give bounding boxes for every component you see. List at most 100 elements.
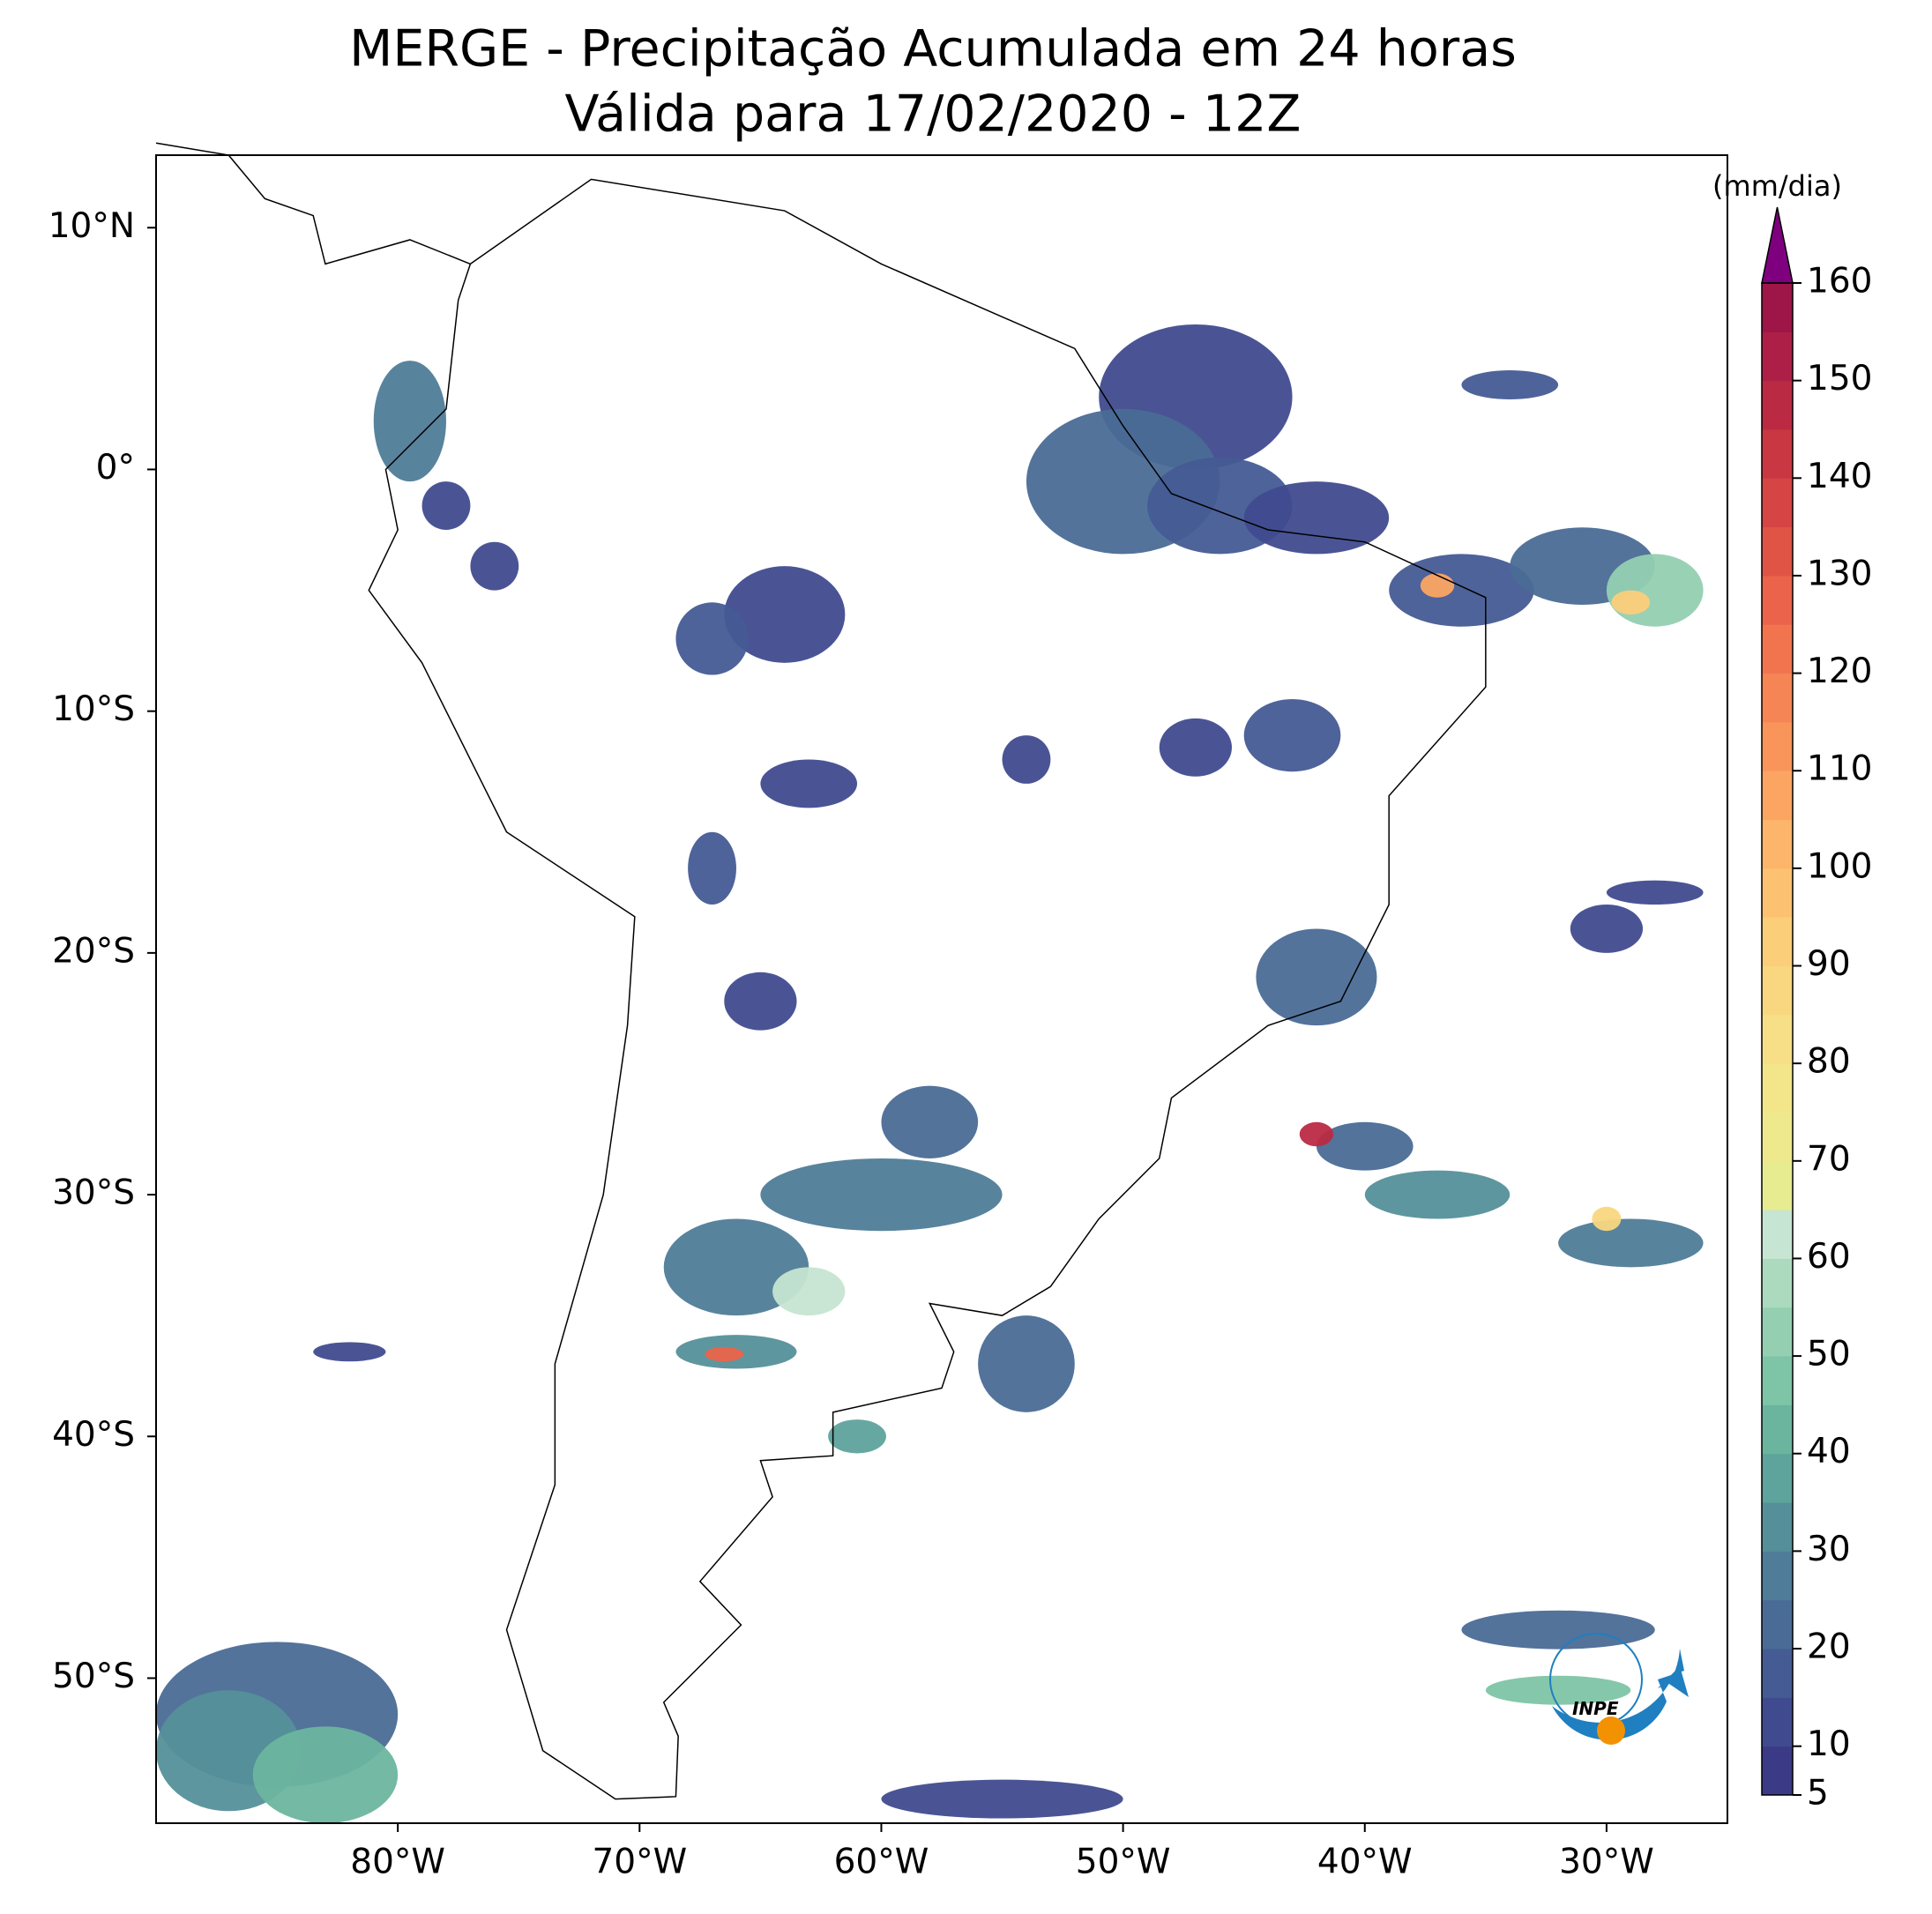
y-tick-label: 50°S [52,1657,135,1696]
colorbar-tick-label: 30 [1807,1530,1851,1569]
colorbar-tick-label: 100 [1807,846,1872,886]
precip-area [881,1085,979,1158]
logo: INPE [1549,1633,1689,1745]
colorbar-frame [1761,282,1794,1796]
logo-arrow [1658,1666,1689,1697]
colorbar-band [1762,917,1793,967]
precip-area [1485,1675,1631,1705]
precip-area [1364,1170,1511,1219]
precip-area [1606,554,1704,627]
precip-area [1570,905,1644,953]
precip-area [252,1726,399,1823]
precip-area [724,566,846,663]
y-tick-label: 0° [96,448,135,488]
precip-area [663,1218,809,1316]
precip-area [1461,370,1559,399]
colorbar-band [1762,721,1793,771]
colorbar-band [1762,1502,1793,1552]
colorbar-band [1762,868,1793,918]
precip-area [1461,1610,1655,1650]
precip-area [828,1419,886,1454]
precip-area [313,1342,386,1362]
colorbar-band [1762,1307,1793,1357]
precip-area [772,1267,846,1316]
precip-area [1420,573,1455,598]
precip-area [1611,590,1651,614]
colorbar-tick-label: 110 [1807,749,1872,789]
colorbar-tick-label: 40 [1807,1432,1851,1471]
colorbar-band [1762,1453,1793,1503]
colorbar-band [1762,526,1793,577]
colorbar-tick-label: 80 [1807,1042,1851,1082]
colorbar-band [1762,673,1793,723]
precip-area [705,1346,744,1362]
x-tick-label: 80°W [350,1843,445,1882]
colorbar-tick-label: 150 [1807,359,1872,398]
colorbar-tick-label: 130 [1807,554,1872,593]
colorbar-unit: (mm/dia) [1712,169,1842,203]
precip-area [1299,1121,1334,1147]
colorbar-tick-label: 20 [1807,1627,1851,1667]
logo-text: INPE [1572,1698,1619,1719]
colorbar-band [1762,1112,1793,1162]
precip-area [1389,554,1534,627]
colorbar-tick-label: 5 [1807,1774,1829,1813]
precip-area [1316,1121,1414,1171]
precip-area [421,481,471,531]
y-tick-label: 20°S [52,931,135,971]
colorbar-band [1762,1210,1793,1259]
precip-area [1558,1218,1704,1268]
colorbar-band [1762,380,1793,430]
colorbar-tick-label: 90 [1807,944,1851,984]
precip-area [1243,481,1390,555]
title: MERGE - Precipitação Acumulada em 24 hor… [349,20,1517,78]
colorbar-tick-label: 120 [1807,652,1872,691]
precip-area [1002,735,1051,784]
y-tick-label: 10°S [52,689,135,729]
colorbar-band [1762,819,1793,869]
precip-area [1606,880,1704,905]
x-tick-label: 50°W [1076,1843,1171,1882]
precip-area [724,972,797,1031]
precip-area [688,831,736,905]
precip-area [881,1779,1123,1819]
y-tick-label: 30°S [52,1173,135,1213]
precip-area [978,1315,1075,1412]
y-tick-label: 10°N [48,206,135,246]
y-tick-label: 40°S [52,1415,135,1455]
colorbar-band [1762,1697,1793,1747]
colorbar-band [1762,771,1793,821]
logo-ring [1549,1633,1643,1726]
precip-area [1256,928,1377,1026]
logo-arc [1552,1649,1684,1740]
colorbar-band [1762,1599,1793,1650]
colorbar-band [1762,1160,1793,1210]
precip-area [470,541,519,591]
map-frame [155,154,1728,1824]
colorbar-tick-label: 60 [1807,1237,1851,1277]
colorbar-band [1762,1258,1793,1308]
colorbar-band [1762,624,1793,674]
colorbar-band [1762,1746,1793,1796]
precip-area [1592,1206,1622,1232]
colorbar-band [1762,575,1793,625]
x-tick-label: 60°W [834,1843,929,1882]
colorbar-band [1762,331,1793,382]
colorbar-band [1762,283,1793,332]
x-tick-label: 70°W [592,1843,687,1882]
subtitle: Válida para 17/02/2020 - 12Z [565,86,1302,144]
colorbar-band [1762,478,1793,528]
colorbar-tick-label: 70 [1807,1139,1851,1179]
colorbar-band [1762,1063,1793,1113]
colorbar-band [1762,1551,1793,1601]
colorbar-band [1762,1356,1793,1405]
precip-area [1159,718,1232,777]
x-tick-label: 30°W [1559,1843,1654,1882]
coastline [368,178,1487,1800]
colorbar-band [1762,965,1793,1016]
precip-area [1243,698,1341,772]
colorbar-band [1762,428,1793,479]
